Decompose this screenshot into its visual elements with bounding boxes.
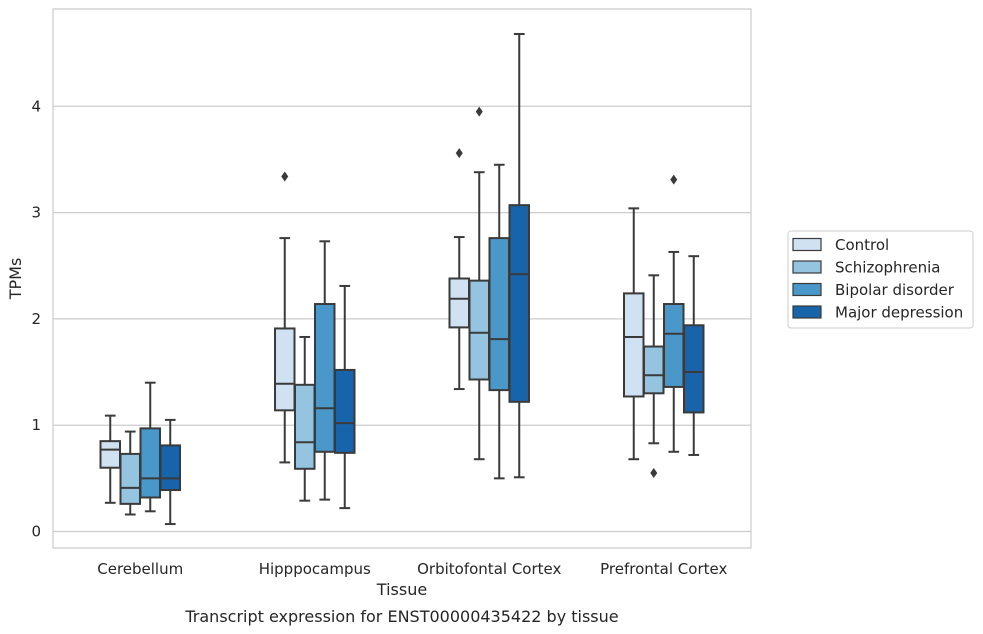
y-tick-label: 1 (31, 416, 41, 434)
box-bipolar-disorder (488, 163, 510, 480)
legend-label: Major depression (835, 304, 963, 322)
box-control (274, 171, 296, 464)
legend-swatch (792, 260, 822, 274)
box-body (119, 452, 141, 505)
box-body (448, 277, 470, 329)
x-tick-label: Hipppocampus (259, 560, 371, 578)
x-axis-ticks: Cerebellum Hipppocampus Orbitofontal Corte… (97, 560, 727, 578)
box-body (643, 345, 665, 395)
box-body (623, 292, 645, 398)
y-axis-title: TPMs (6, 258, 25, 301)
box-bipolar-disorder (139, 381, 161, 513)
box-body (334, 368, 356, 454)
y-tick-label: 0 (31, 523, 41, 541)
figure-caption: Transcript expression for ENST0000043542… (184, 607, 618, 626)
x-tick-label: Cerebellum (97, 560, 183, 578)
box-body (294, 383, 316, 470)
box-body (488, 237, 510, 392)
legend-frame (787, 230, 974, 329)
box-schizophrenia (643, 274, 665, 479)
box-body (314, 303, 336, 453)
box-body (468, 279, 490, 381)
outlier-point (670, 174, 678, 185)
y-axis-ticks: 0 1 2 3 4 (31, 97, 41, 540)
box-major-depression (159, 418, 181, 526)
x-tick-label: Orbitofontal Cortex (417, 560, 561, 578)
box-body (99, 440, 121, 469)
box-schizophrenia (468, 106, 490, 461)
box-major-depression (683, 255, 705, 456)
box-bipolar-disorder (314, 240, 336, 501)
box-major-depression (334, 284, 356, 510)
box-body (663, 303, 685, 388)
box-body (159, 444, 181, 492)
x-tick-label: Prefrontal Cortex (600, 560, 727, 578)
outlier-point (650, 468, 658, 479)
outlier-point (455, 148, 463, 159)
legend-swatch (792, 305, 822, 319)
box-schizophrenia (119, 430, 141, 516)
legend-label: Schizophrenia (835, 259, 940, 277)
legend-swatch (792, 237, 822, 252)
outlier-point (281, 171, 289, 182)
legend-label: Control (835, 236, 889, 254)
legend: Control Schizophrenia Bipolar disorder Majo… (787, 230, 974, 329)
box-body (508, 204, 530, 403)
legend-label: Bipolar disorder (835, 281, 955, 299)
box-schizophrenia (294, 335, 316, 502)
box-control (99, 414, 121, 504)
box-major-depression (508, 33, 530, 479)
box-body (683, 324, 705, 414)
box-body (139, 427, 161, 499)
outlier-point (475, 106, 483, 117)
y-tick-label: 2 (31, 310, 41, 328)
box-body (274, 327, 296, 412)
x-axis-title: Tissue (376, 580, 427, 599)
plot-area-frame (52, 8, 752, 549)
box-bipolar-disorder (663, 174, 685, 453)
box-control (448, 148, 470, 391)
box-control (623, 207, 645, 461)
y-tick-label: 3 (31, 204, 41, 222)
legend-swatch (792, 282, 822, 297)
y-tick-label: 4 (31, 97, 41, 115)
boxes (99, 33, 705, 526)
